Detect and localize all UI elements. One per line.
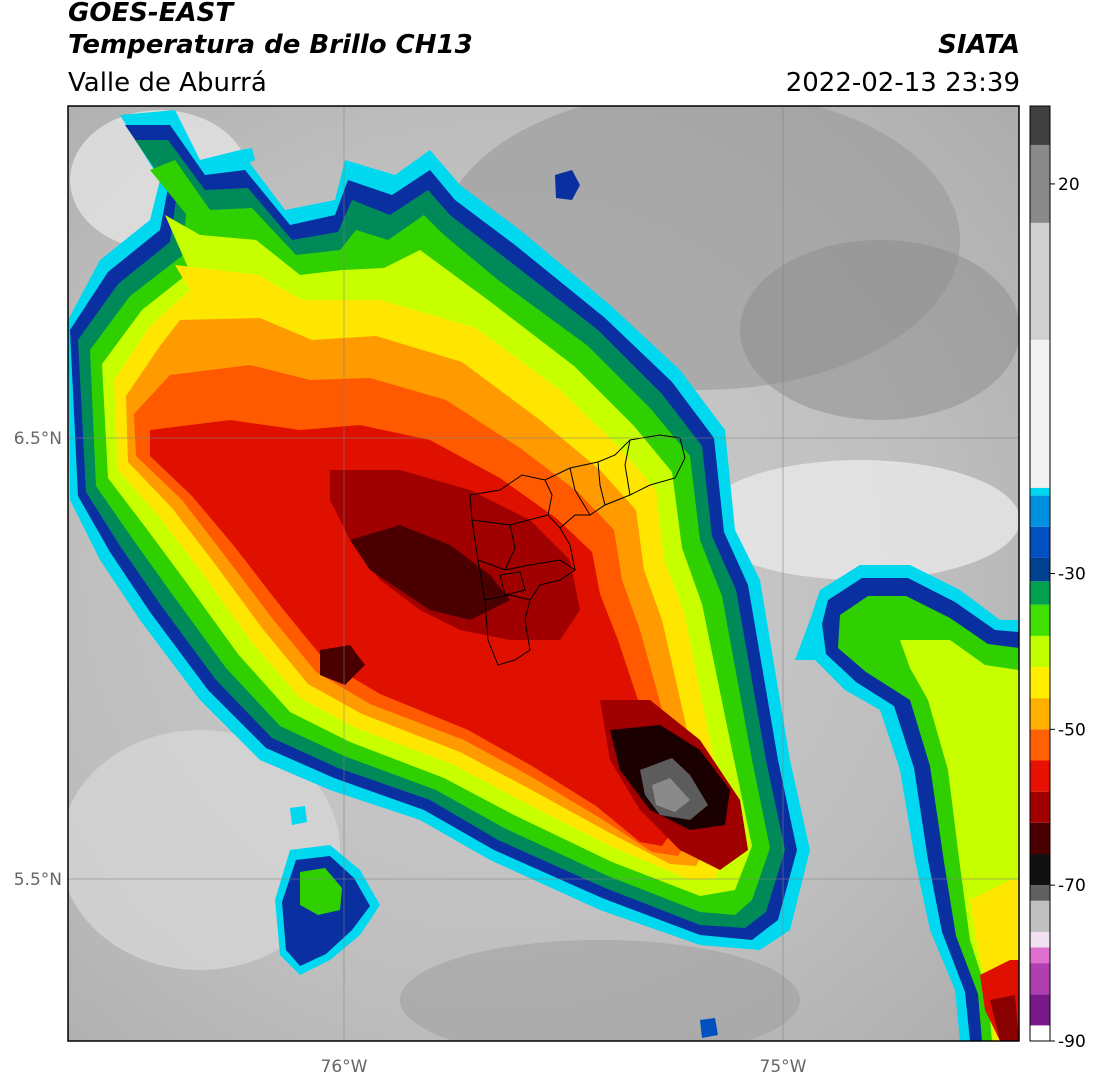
colorbar-segment: [1030, 760, 1050, 792]
satellite-name: GOES-EAST: [68, 0, 234, 28]
colorbar-segment: [1030, 495, 1050, 527]
colorbar-segment: [1030, 963, 1050, 995]
colorbar-segment: [1030, 947, 1050, 964]
colorbar: [1030, 106, 1050, 1041]
colorbar-segment: [1030, 222, 1050, 340]
storm-overshoot-light: [652, 778, 690, 812]
municipal-boundaries: [469, 434, 686, 666]
colorbar-ticks: 20 -30 -50 -70 -90: [1050, 175, 1086, 1052]
storm-red: [150, 420, 676, 846]
cell-nw: [240, 148, 255, 165]
storm-east-darkred: [990, 995, 1019, 1041]
colorbar-segment: [1030, 822, 1050, 854]
agency-name: SIATA: [938, 30, 1020, 60]
colorbar-segment: [1030, 106, 1050, 145]
colorbar-segment: [1030, 729, 1050, 761]
colorbar-segment: [1030, 604, 1050, 636]
colorbar-segment: [1030, 854, 1050, 886]
colorbar-segment: [1030, 1025, 1050, 1041]
colorbar-tick-label: -50: [1058, 720, 1086, 740]
colorbar-segment: [1030, 144, 1050, 223]
colorbar-tick-label: -30: [1058, 565, 1086, 585]
product-title: Temperatura de Brillo CH13: [68, 30, 473, 60]
colorbar-segment: [1030, 581, 1050, 605]
colorbar-segment: [1030, 791, 1050, 823]
colorbar-segment: [1030, 487, 1050, 496]
colorbar-tick-label: 20: [1058, 175, 1080, 195]
colorbar-segment: [1030, 667, 1050, 699]
cell-s1: [700, 1018, 718, 1038]
region-name: Valle de Aburrá: [68, 68, 267, 98]
lat-label-5-5: 5.5°N: [14, 870, 62, 890]
colorbar-segment: [1030, 635, 1050, 667]
colorbar-segment: [1030, 885, 1050, 901]
colorbar-segment: [1030, 931, 1050, 948]
storm-core-west: [350, 525, 510, 620]
graticule: [68, 106, 1019, 1041]
cell-sw-green: [300, 868, 342, 915]
lon-label-75: 75°W: [760, 1057, 807, 1077]
cell-s2: [290, 806, 307, 825]
cell-n: [555, 170, 580, 200]
colorbar-segment: [1030, 900, 1050, 932]
colorbar-tick-label: -90: [1058, 1032, 1086, 1052]
map-frame: [67, 105, 1020, 1042]
colorbar-segment: [1030, 698, 1050, 730]
colorbar-segment: [1030, 526, 1050, 558]
storm-core-west2: [320, 645, 365, 685]
colorbar-segment: [1030, 994, 1050, 1026]
colorbar-segment: [1030, 557, 1050, 582]
colorbar-tick-label: -70: [1058, 876, 1086, 896]
lat-label-6-5: 6.5°N: [14, 429, 62, 449]
colorbar-segment: [1030, 339, 1050, 488]
imagery-layer: [68, 106, 1019, 1041]
lon-label-76: 76°W: [321, 1057, 368, 1077]
timestamp: 2022-02-13 23:39: [785, 68, 1020, 98]
